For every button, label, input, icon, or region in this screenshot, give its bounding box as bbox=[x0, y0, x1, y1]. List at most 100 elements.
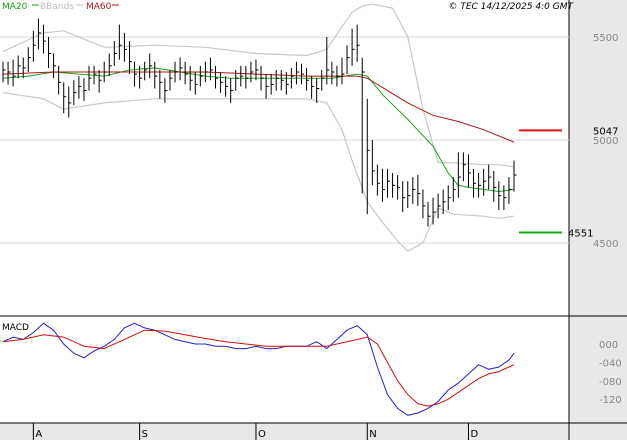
macd-label: MACD bbox=[2, 323, 29, 333]
price-bar bbox=[417, 175, 421, 206]
price-bar bbox=[275, 69, 279, 91]
month-label: A bbox=[35, 429, 42, 440]
price-bar bbox=[42, 24, 46, 54]
month-label: N bbox=[369, 429, 376, 440]
price-bar bbox=[473, 168, 477, 198]
price-bar bbox=[93, 65, 97, 85]
price-bar bbox=[331, 61, 335, 85]
price-bar bbox=[245, 65, 249, 89]
price-bar bbox=[220, 72, 224, 93]
price-bar bbox=[230, 78, 234, 103]
price-bar bbox=[63, 82, 67, 114]
price-bar bbox=[483, 168, 487, 196]
price-bar bbox=[452, 177, 456, 202]
price-bar bbox=[488, 164, 492, 190]
price-bar bbox=[513, 160, 517, 192]
price-bar bbox=[144, 61, 148, 81]
price-grid: 5500 5000 4500 bbox=[0, 33, 618, 250]
price-bar bbox=[169, 69, 173, 91]
price-bar bbox=[134, 61, 138, 87]
support-label: 4551 bbox=[568, 228, 593, 239]
price-bar bbox=[235, 69, 239, 91]
price-bar bbox=[336, 65, 340, 87]
price-bar bbox=[295, 61, 299, 85]
bband-lower-line bbox=[2, 92, 515, 252]
price-bar bbox=[311, 76, 315, 99]
price-bar bbox=[422, 189, 426, 219]
legend-ma20: MA20 bbox=[2, 2, 28, 12]
price-bar bbox=[27, 47, 31, 73]
price-bar bbox=[437, 193, 441, 219]
price-tick-label: 4500 bbox=[593, 239, 618, 250]
price-bar bbox=[118, 24, 122, 60]
macd-panel: 000 -040 -080 -120 bbox=[2, 322, 622, 416]
price-bar bbox=[128, 41, 132, 75]
price-bar bbox=[32, 30, 36, 62]
price-bar bbox=[265, 74, 269, 99]
price-bar bbox=[321, 69, 325, 91]
bollinger-bands bbox=[2, 3, 515, 252]
price-bar bbox=[493, 170, 497, 202]
price-bar bbox=[58, 65, 62, 95]
month-label: D bbox=[470, 429, 478, 440]
price-bar bbox=[457, 152, 461, 198]
price-bar bbox=[37, 18, 41, 50]
price-bar bbox=[179, 57, 183, 81]
macd-tick-label: -040 bbox=[599, 358, 622, 369]
price-bar bbox=[103, 61, 107, 83]
time-axis-panel bbox=[0, 423, 627, 440]
price-bar bbox=[139, 65, 143, 89]
price-bar bbox=[402, 181, 406, 213]
price-bar bbox=[108, 53, 112, 77]
support-resistance-levels: 5047 4551 bbox=[519, 126, 618, 239]
price-bar bbox=[113, 41, 117, 66]
month-label: O bbox=[258, 429, 266, 440]
price-bar bbox=[306, 67, 310, 91]
price-bar bbox=[88, 65, 92, 91]
price-bar bbox=[381, 168, 385, 202]
macd-tick-label: -080 bbox=[599, 377, 622, 388]
price-bar bbox=[371, 140, 375, 186]
price-bar bbox=[78, 76, 82, 99]
legend-ma60: MA60 bbox=[86, 2, 112, 12]
price-bar bbox=[478, 172, 482, 198]
ma60-line bbox=[2, 71, 515, 143]
price-bar bbox=[285, 72, 289, 95]
price-bar bbox=[412, 177, 416, 204]
price-tick-label: 5500 bbox=[593, 33, 618, 44]
price-bar bbox=[498, 181, 502, 211]
price-bar bbox=[159, 69, 163, 99]
price-bar bbox=[447, 185, 451, 211]
price-bar bbox=[508, 177, 512, 204]
price-bar bbox=[83, 78, 87, 101]
price-bar bbox=[467, 154, 471, 188]
price-bar bbox=[68, 86, 72, 118]
price-bar bbox=[346, 45, 350, 75]
price-bar bbox=[12, 59, 16, 87]
price-bar bbox=[407, 181, 411, 208]
price-bar bbox=[240, 65, 244, 87]
price-bar bbox=[53, 53, 57, 79]
price-bar bbox=[73, 80, 77, 105]
price-bar bbox=[17, 55, 21, 79]
price-bar bbox=[48, 37, 52, 68]
price-bar bbox=[341, 57, 345, 85]
price-bar bbox=[376, 164, 380, 196]
price-bar bbox=[204, 61, 208, 83]
price-bar bbox=[164, 78, 168, 103]
price-tick-label: 5000 bbox=[593, 136, 618, 147]
price-bar bbox=[199, 65, 203, 87]
price-bar bbox=[503, 185, 507, 211]
price-bar bbox=[154, 61, 158, 89]
price-bar bbox=[149, 53, 153, 79]
price-bar bbox=[301, 63, 305, 85]
price-bars bbox=[2, 18, 517, 227]
price-bar bbox=[316, 78, 320, 103]
macd-tick-label: 000 bbox=[599, 340, 618, 351]
price-bar bbox=[260, 65, 264, 91]
price-bar bbox=[397, 175, 401, 200]
price-bar bbox=[432, 197, 436, 225]
